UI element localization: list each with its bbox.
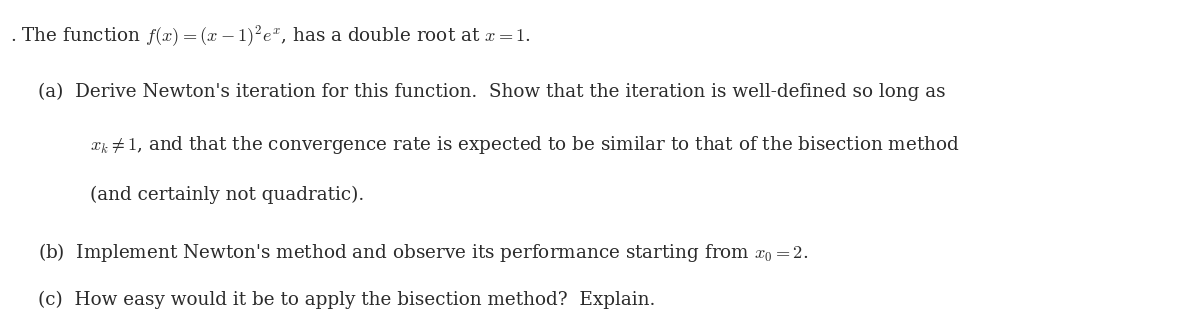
Text: (and certainly not quadratic).: (and certainly not quadratic). <box>90 186 365 204</box>
Text: $x_k \neq 1$, and that the convergence rate is expected to be similar to that of: $x_k \neq 1$, and that the convergence r… <box>90 134 960 156</box>
Text: (a)  Derive Newton's iteration for this function.  Show that the iteration is we: (a) Derive Newton's iteration for this f… <box>38 83 946 101</box>
Text: . The function $f(x) = (x-1)^2 e^x$, has a double root at $x = 1$.: . The function $f(x) = (x-1)^2 e^x$, has… <box>10 23 530 48</box>
Text: (b)  Implement Newton's method and observe its performance starting from $x_0 = : (b) Implement Newton's method and observ… <box>38 241 809 264</box>
Text: (c)  How easy would it be to apply the bisection method?  Explain.: (c) How easy would it be to apply the bi… <box>38 290 655 309</box>
